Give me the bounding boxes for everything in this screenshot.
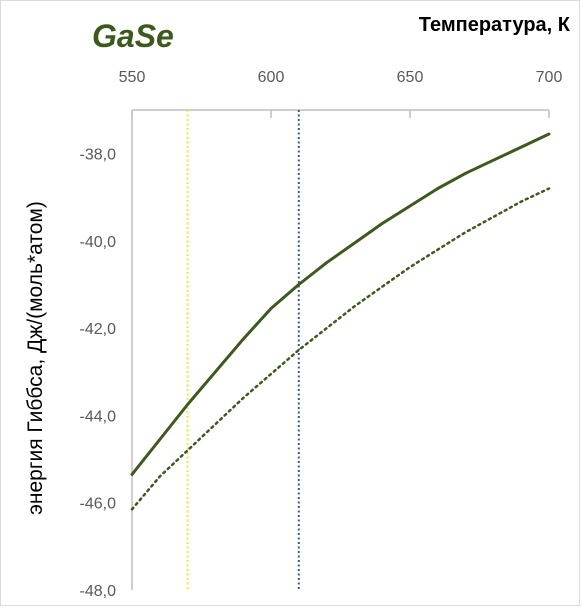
x-tick-label: 700: [536, 69, 563, 86]
y-tick-label: -40,0: [80, 234, 117, 251]
chart-title: GaSe: [92, 18, 174, 54]
x-tick-label: 600: [258, 69, 285, 86]
x-tick-label: 650: [397, 69, 424, 86]
y-tick-label: -38,0: [80, 147, 117, 164]
y-tick-label: -44,0: [80, 408, 117, 425]
x-axis-label: Температура, К: [418, 14, 570, 36]
x-tick-label: 550: [119, 69, 146, 86]
series-line-1: [130, 132, 551, 476]
series-line-2: [130, 187, 551, 511]
y-tick-label: -48,0: [80, 583, 117, 600]
y-tick-label: -46,0: [80, 496, 117, 513]
y-tick-label: -42,0: [80, 321, 117, 338]
